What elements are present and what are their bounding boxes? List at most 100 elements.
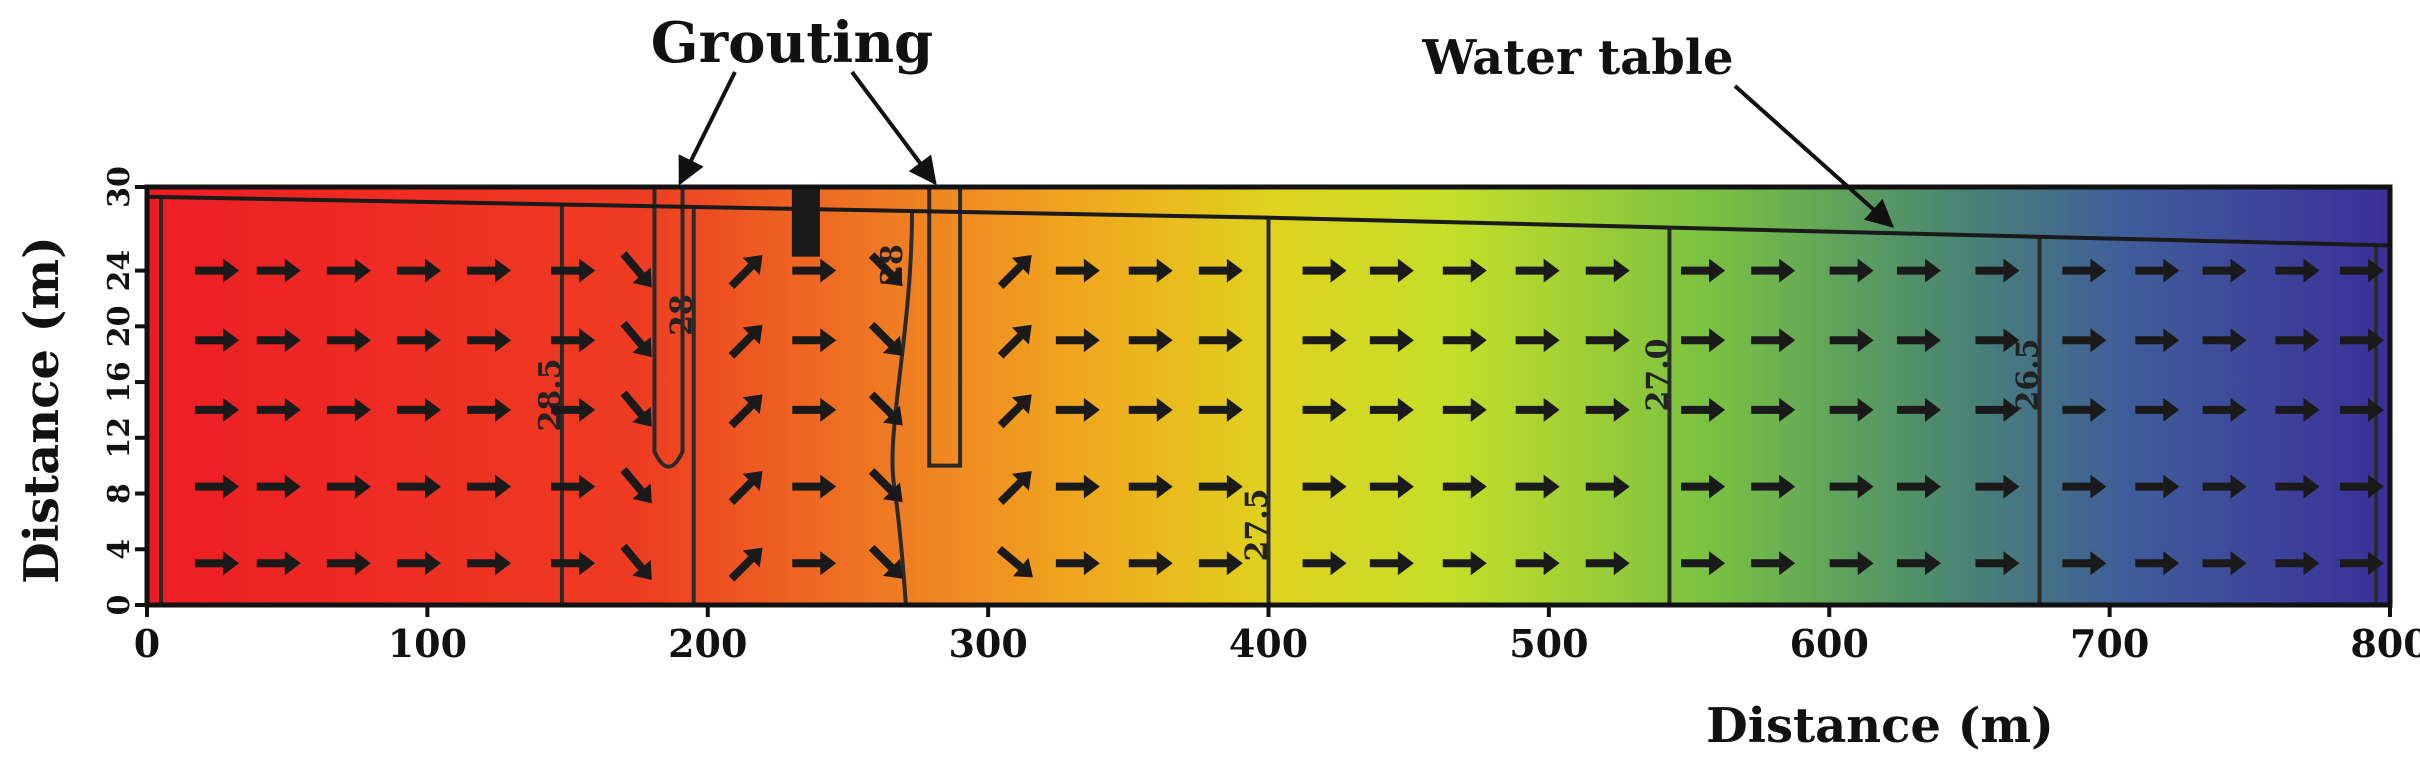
contour-label: 27.5 <box>1240 488 1275 561</box>
flow-arrow <box>1681 474 1726 499</box>
flow-arrow <box>326 258 371 283</box>
flow-arrow <box>2339 328 2384 353</box>
flow-arrow <box>2275 328 2320 353</box>
flow-arrow <box>1585 328 1630 353</box>
flow-arrow <box>551 258 596 283</box>
flow-arrow <box>1198 397 1243 422</box>
flow-arrow <box>1896 551 1941 576</box>
flow-arrow <box>997 394 1032 429</box>
flow-arrow <box>1055 551 1100 576</box>
flow-arrow <box>396 474 441 499</box>
flow-arrow <box>326 328 371 353</box>
flow-arrow <box>997 324 1032 359</box>
flow-arrow <box>1369 397 1414 422</box>
flow-arrow <box>467 328 512 353</box>
flow-arrow <box>551 397 596 422</box>
flow-arrow <box>551 474 596 499</box>
x-tick-label: 100 <box>388 621 467 666</box>
contour-label: 28.5 <box>533 358 568 431</box>
y-tick-label: 12 <box>102 417 137 459</box>
flow-arrow <box>1751 328 1796 353</box>
flow-arrow <box>1681 397 1726 422</box>
flow-arrow <box>467 258 512 283</box>
x-tick-label: 400 <box>1229 621 1308 666</box>
flow-arrow <box>1681 258 1726 283</box>
flow-arrow <box>1442 258 1487 283</box>
flow-arrow <box>195 328 240 353</box>
flow-arrow <box>1055 397 1100 422</box>
contour-line <box>890 210 915 606</box>
flow-arrow <box>620 320 652 358</box>
flow-arrow <box>1681 328 1726 353</box>
flow-arrow <box>256 474 301 499</box>
x-axis-label: Distance (m) <box>1706 698 2054 754</box>
flow-arrow <box>868 544 903 579</box>
flow-arrow <box>1128 551 1173 576</box>
grout-curtain <box>652 187 685 469</box>
y-tick-label: 0 <box>102 595 137 616</box>
flow-arrow <box>1585 397 1630 422</box>
flow-arrow <box>551 328 596 353</box>
y-tick-label: 8 <box>102 483 137 504</box>
flow-arrow <box>396 258 441 283</box>
flow-arrow <box>868 391 903 426</box>
flow-arrow <box>792 397 837 422</box>
flow-arrow <box>1515 328 1560 353</box>
flow-arrow <box>1128 397 1173 422</box>
flow-arrow <box>1751 551 1796 576</box>
flow-arrow <box>868 321 903 356</box>
flow-arrow <box>1829 474 1874 499</box>
flow-arrow <box>1515 397 1560 422</box>
flow-arrow <box>1896 258 1941 283</box>
flow-arrow <box>195 258 240 283</box>
flow-arrow <box>2202 551 2247 576</box>
flow-arrow <box>2202 328 2247 353</box>
flow-arrow <box>2339 258 2384 283</box>
flow-arrow <box>1585 474 1630 499</box>
flow-arrow <box>1829 258 1874 283</box>
flow-arrow <box>2135 328 2180 353</box>
flow-arrow <box>1302 551 1347 576</box>
flow-arrow <box>396 551 441 576</box>
y-tick-label: 30 <box>102 166 137 208</box>
flow-arrow <box>1442 474 1487 499</box>
flow-arrow <box>2062 258 2107 283</box>
flow-arrow <box>1369 258 1414 283</box>
flow-arrow <box>868 468 903 503</box>
grouting-leader-right <box>850 70 937 186</box>
x-tick-label: 600 <box>1790 621 1869 666</box>
y-tick-label: 16 <box>102 361 137 403</box>
flow-arrow <box>2135 551 2180 576</box>
grouting-leader-left <box>678 71 737 186</box>
x-tick-label: 300 <box>948 621 1027 666</box>
water-table-leader <box>1733 84 1895 228</box>
flow-arrow <box>551 551 596 576</box>
flow-arrow <box>2339 551 2384 576</box>
flow-arrow <box>326 551 371 576</box>
flow-arrow <box>1055 258 1100 283</box>
flow-arrow <box>1302 474 1347 499</box>
flow-arrow <box>1302 328 1347 353</box>
flow-arrow <box>396 328 441 353</box>
flow-arrow <box>1896 397 1941 422</box>
water-table-line <box>146 194 2391 248</box>
dam-structure <box>791 187 820 257</box>
flow-arrow <box>2275 474 2320 499</box>
flow-arrow <box>997 471 1032 505</box>
flow-arrow <box>728 394 763 429</box>
flow-arrow <box>792 551 837 576</box>
flow-arrow <box>996 545 1034 578</box>
flow-arrow <box>256 328 301 353</box>
flow-arrow <box>326 474 371 499</box>
flow-arrow <box>1751 397 1796 422</box>
flow-arrow <box>195 551 240 576</box>
flow-arrow <box>1829 328 1874 353</box>
y-tick-label: 20 <box>102 305 137 347</box>
flow-arrow <box>728 471 763 505</box>
flow-arrow <box>195 397 240 422</box>
flow-arrow <box>1302 258 1347 283</box>
flow-arrow <box>467 397 512 422</box>
flow-arrow <box>326 397 371 422</box>
flow-arrow <box>1896 328 1941 353</box>
